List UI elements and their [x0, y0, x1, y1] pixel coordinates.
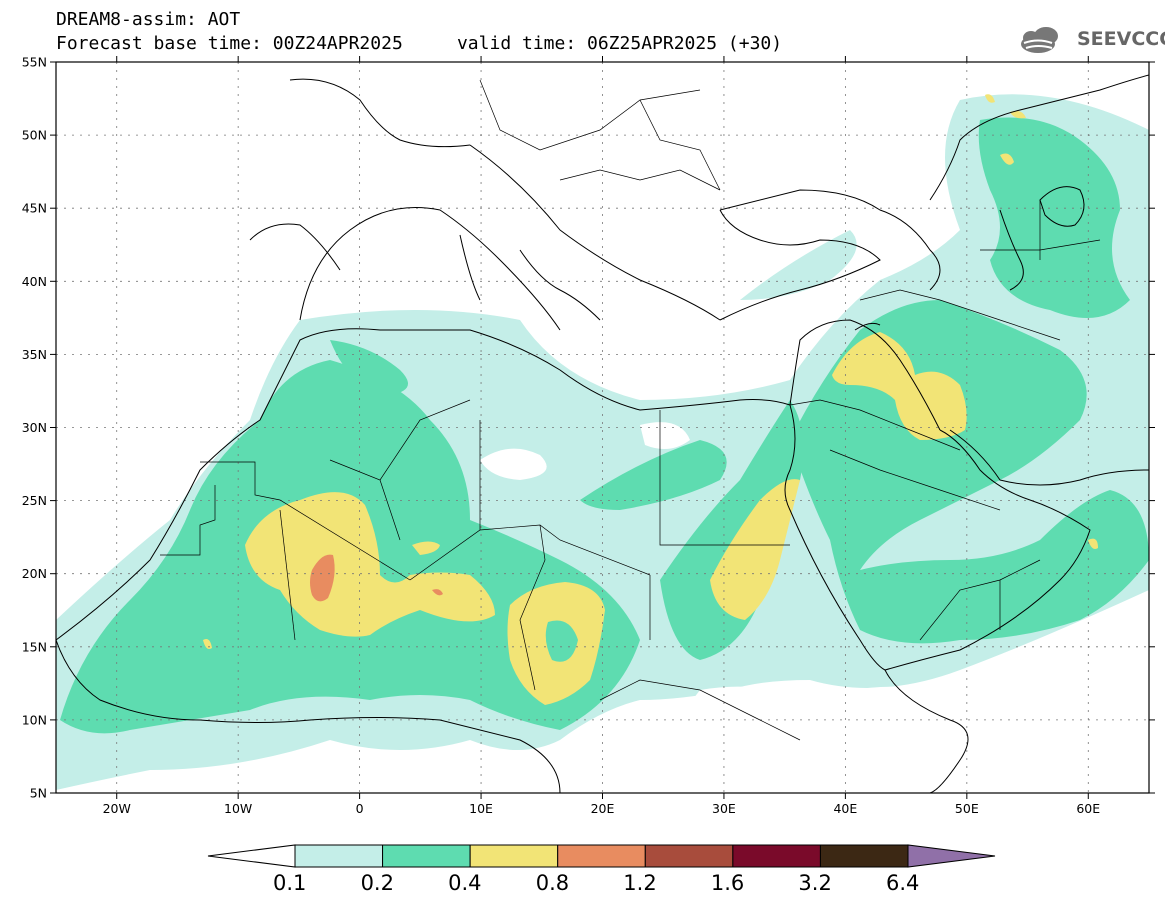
- lon-label: 40E: [833, 801, 857, 816]
- lon-label: 20E: [591, 801, 615, 816]
- gridlines: [56, 62, 1149, 793]
- logo-text: SEEVCCC: [1077, 28, 1165, 50]
- lon-label: 30E: [712, 801, 736, 816]
- colorbar-segment: [557, 844, 646, 868]
- colorbar-segment: [294, 844, 384, 868]
- colorbar-low-arrow: [207, 844, 296, 868]
- lat-label: 35N: [22, 347, 47, 362]
- colorbar-label: 0.8: [535, 871, 570, 895]
- country-borders: [160, 79, 1101, 741]
- lat-label: 40N: [22, 274, 47, 289]
- map-title: DREAM8-assim: AOT: [56, 9, 241, 30]
- lat-label: 15N: [22, 639, 47, 654]
- lat-label: 20N: [22, 566, 47, 581]
- aot-clear-areas: [480, 422, 960, 793]
- colorbar-label: 6.4: [886, 871, 920, 895]
- lat-label: 30N: [22, 420, 47, 435]
- lon-label: 20W: [103, 801, 131, 816]
- colorbar-label: 1.2: [623, 871, 657, 895]
- colorbar-label: 0.1: [273, 871, 307, 895]
- lat-label: 45N: [22, 201, 47, 216]
- lon-label: 60E: [1076, 801, 1100, 816]
- colorbar-label: 0.2: [360, 871, 394, 895]
- lon-label: 10E: [469, 801, 493, 816]
- colorbar-segment: [644, 844, 734, 868]
- colorbar-segment: [469, 844, 559, 868]
- colorbar-segment: [732, 844, 821, 868]
- aot-band-0.8: [310, 554, 443, 602]
- colorbar-high-arrow: [907, 844, 996, 868]
- cloud-logo-icon: [1021, 27, 1058, 53]
- latitude-labels: 55N 50N 45N 40N 35N 30N 25N 20N 15N 10N …: [22, 55, 47, 801]
- colorbar-label: 0.4: [448, 871, 482, 895]
- lat-label: 50N: [22, 128, 47, 143]
- lon-label: 50E: [955, 801, 979, 816]
- colorbar-segment: [819, 844, 909, 868]
- valid-time: valid time: 06Z25APR2025 (+30): [456, 33, 783, 54]
- lat-label: 10N: [22, 712, 47, 727]
- colorbar: [207, 844, 996, 868]
- colorbar-label: 1.6: [710, 871, 745, 895]
- forecast-times: Forecast base time: 00Z24APR2025 valid t…: [56, 34, 782, 54]
- colorbar-segment: [382, 844, 471, 868]
- lat-label: 55N: [22, 55, 47, 70]
- base-time: Forecast base time: 00Z24APR2025: [56, 33, 403, 54]
- lon-label: 10W: [224, 801, 252, 816]
- axis-ticks: [50, 56, 1155, 799]
- lon-label: 0: [356, 801, 364, 816]
- longitude-labels: 20W 10W 0 10E 20E 30E 40E 50E 60E: [103, 801, 1101, 816]
- coastlines: [56, 74, 1149, 793]
- lat-label: 25N: [22, 493, 47, 508]
- lat-label: 5N: [30, 786, 47, 801]
- colorbar-label: 3.2: [798, 871, 832, 895]
